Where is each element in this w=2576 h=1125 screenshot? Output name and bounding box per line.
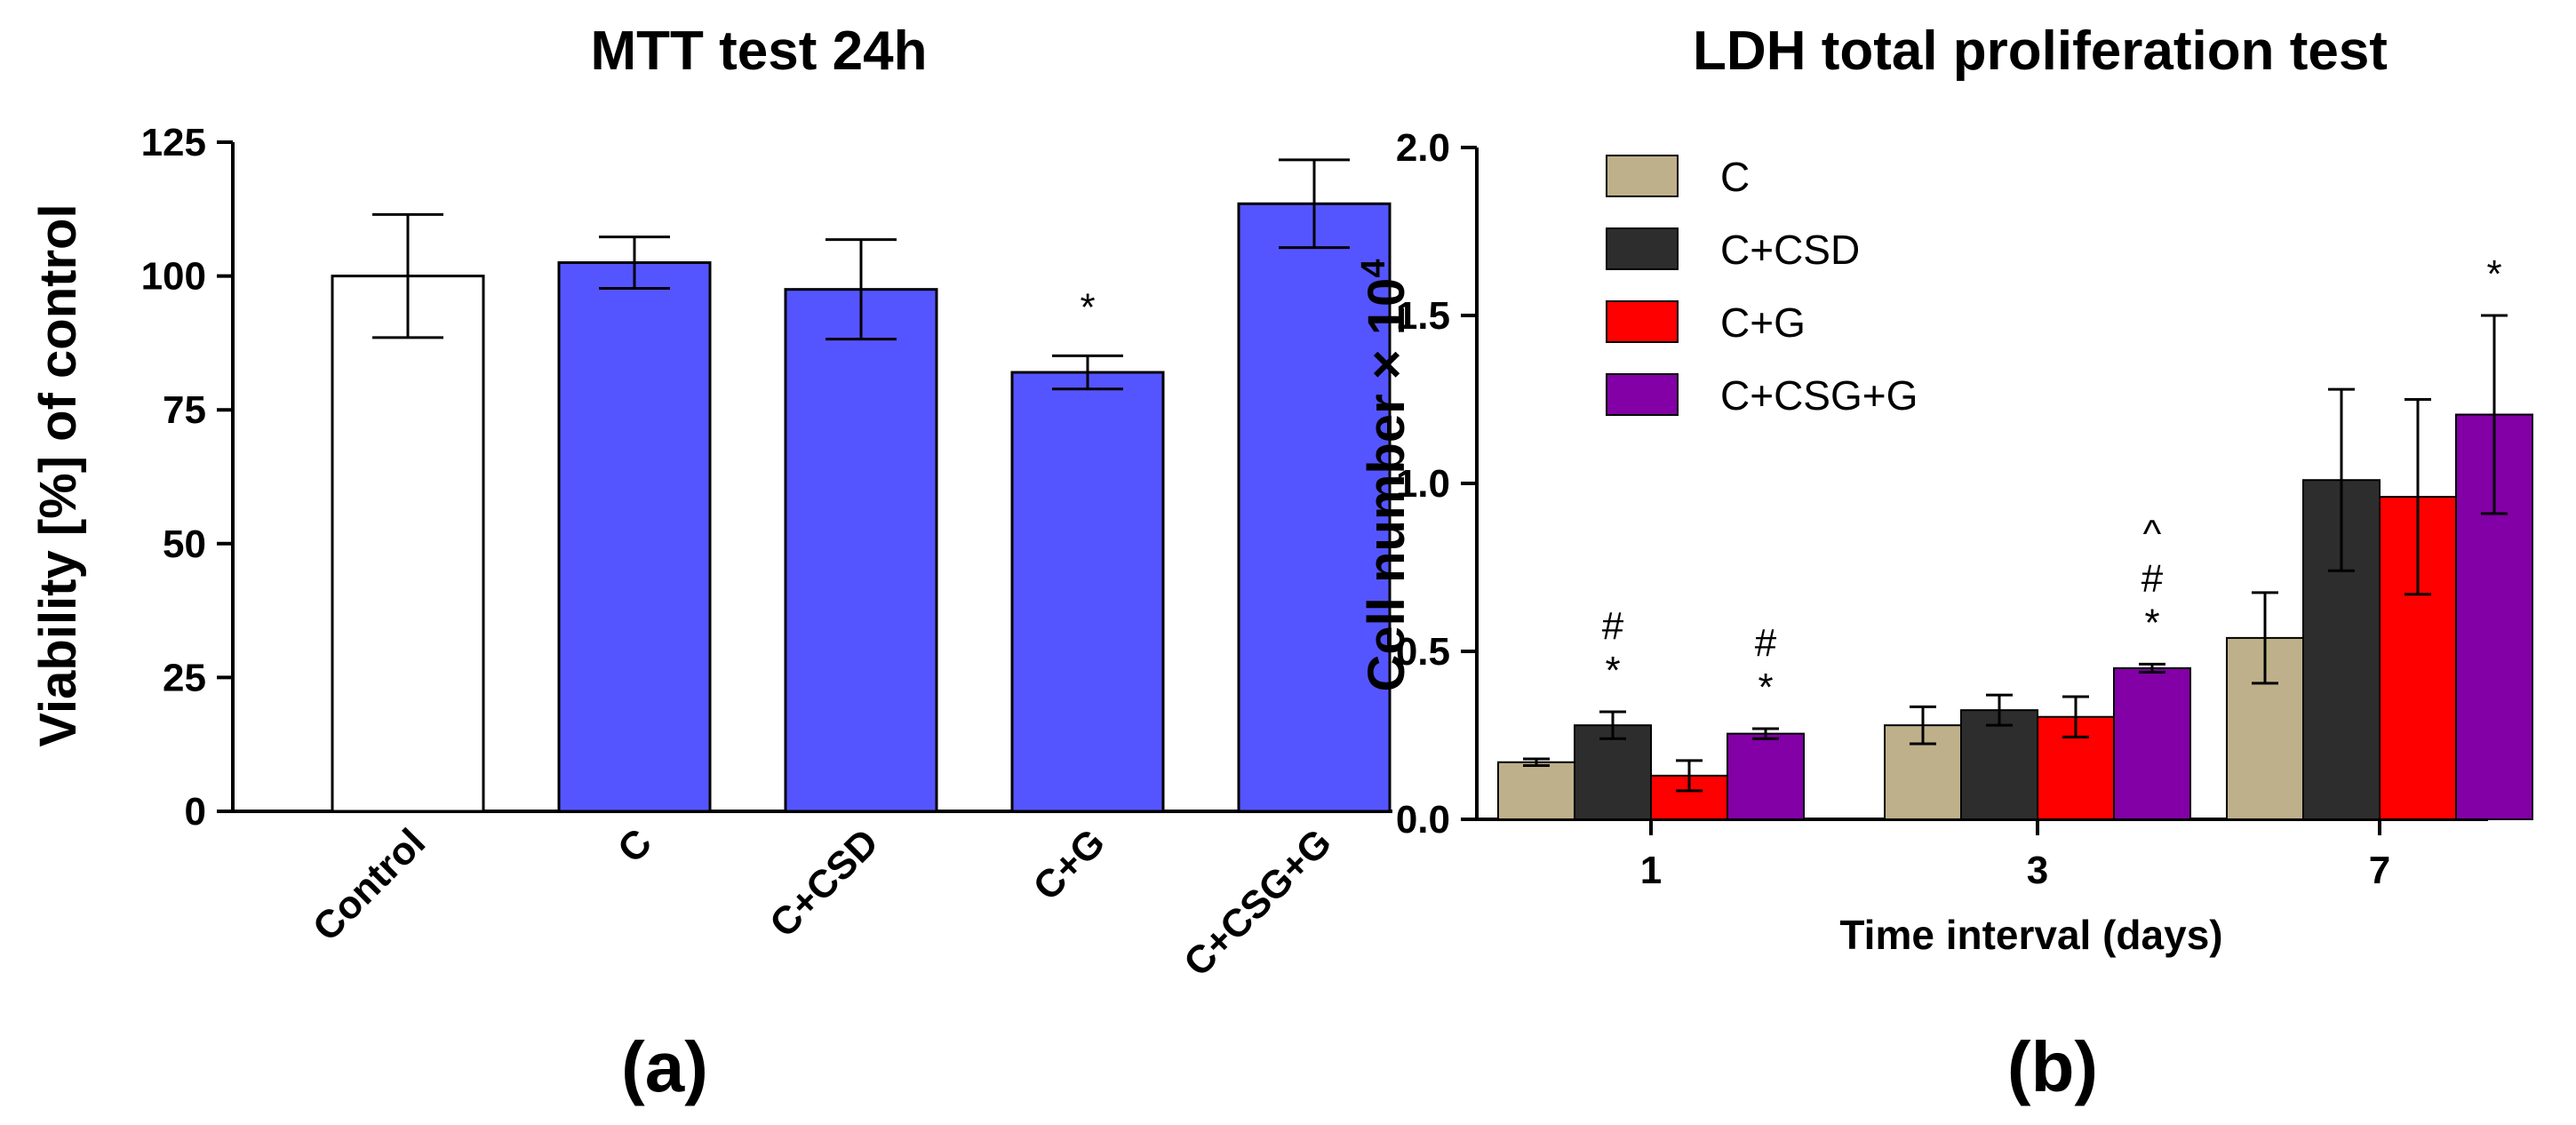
chart-a-category-label: C+CSD bbox=[762, 820, 887, 945]
chart-b-error-bar bbox=[1676, 759, 1703, 793]
chart-b-y-tick-label: 1.0 bbox=[1396, 462, 1450, 506]
chart-a-y-tick-label: 125 bbox=[141, 121, 206, 164]
chart-b-error-bar bbox=[2139, 662, 2165, 674]
chart-b-y-tick-label: 2.0 bbox=[1396, 126, 1450, 170]
chart-a-axes: 0 25 50 75 100 125 bbox=[141, 121, 1392, 834]
legend-swatch-c bbox=[1606, 155, 1679, 197]
legend-label: C+CSD bbox=[1720, 227, 1860, 273]
chart-b-y-tick-label: 0.0 bbox=[1396, 798, 1450, 842]
chart-b-error-bar bbox=[2481, 314, 2508, 515]
legend-swatch-c-csg-g bbox=[1606, 373, 1679, 416]
chart-a-bar-control bbox=[331, 275, 485, 813]
chart-a-significance-marker: * bbox=[1080, 285, 1095, 329]
chart-a-y-axis-title: Viability [%] of control bbox=[29, 203, 87, 746]
chart-b-error-bar bbox=[1910, 705, 1936, 746]
chart-a-category-label: Control bbox=[305, 820, 434, 949]
chart-b-error-bar bbox=[2252, 591, 2278, 685]
chart-b-legend: C C+CSD C+G C+CSG+G bbox=[1606, 154, 1918, 419]
chart-b-significance-marker: * bbox=[2486, 252, 2501, 296]
panel-a-label: (a) bbox=[621, 1027, 708, 1106]
chart-b-y-axis-title-main: Cell number × 10 bbox=[1358, 278, 1416, 692]
chart-b-error-bar bbox=[1752, 727, 1779, 740]
legend-swatch-c-g bbox=[1606, 300, 1679, 343]
chart-a-error-bar bbox=[372, 212, 443, 339]
chart-b-bar-c-csg-g-day-1 bbox=[1727, 732, 1805, 820]
chart-b-title: LDH total proliferation test bbox=[1693, 20, 2388, 82]
chart-b-bar-c-csd-day-1 bbox=[1574, 724, 1652, 820]
chart-b-significance-marker: ^ # * bbox=[2141, 512, 2164, 644]
chart-a-y-tick-label: 100 bbox=[141, 255, 206, 299]
chart-b-y-axis-title: Cell number × 104 bbox=[1355, 259, 1416, 692]
chart-b-error-bar bbox=[2405, 398, 2431, 596]
chart-a-y-tick-label: 50 bbox=[163, 523, 206, 566]
chart-b-error-bar bbox=[1599, 710, 1626, 740]
chart-b-bars: # * # * ^ # * * bbox=[1497, 252, 2533, 821]
legend-label: C+G bbox=[1720, 299, 1806, 346]
chart-a-y-tick-label: 25 bbox=[163, 656, 206, 699]
chart-b-y-tick-label: 0.5 bbox=[1396, 630, 1450, 674]
legend-swatch-c-csd bbox=[1606, 227, 1679, 270]
chart-b-x-tick-label: 3 bbox=[2027, 849, 2048, 892]
legend-label: C bbox=[1720, 154, 1750, 200]
chart-a-title: MTT test 24h bbox=[591, 20, 928, 82]
chart-a-error-bar bbox=[1052, 354, 1123, 391]
chart-b-y-axis-title-exponent: 4 bbox=[1355, 259, 1392, 278]
chart-a-error-bar bbox=[825, 238, 897, 341]
panel-b-label: (b) bbox=[2007, 1027, 2098, 1106]
chart-a-bars: * bbox=[331, 158, 1392, 813]
chart-a-bar-c-csg-g bbox=[1237, 202, 1392, 813]
chart-b-error-bar bbox=[1523, 757, 1550, 768]
chart-a-bar-c bbox=[557, 261, 712, 813]
chart-b-y-tick-label: 1.5 bbox=[1396, 294, 1450, 338]
chart-a-category-label: C+CSG+G bbox=[1176, 820, 1340, 985]
chart-a-bar-c-csd bbox=[784, 288, 938, 813]
chart-b-x-axis-title: Time interval (days) bbox=[1839, 912, 2222, 958]
chart-a-category-label: C bbox=[610, 820, 660, 871]
chart-b-significance-marker: # * bbox=[1755, 621, 1777, 709]
chart-b-error-bar bbox=[1986, 693, 2013, 727]
chart-a-category-label: C+G bbox=[1025, 820, 1113, 908]
chart-a-bar-c-g bbox=[1010, 371, 1165, 813]
chart-b-error-bar bbox=[2062, 695, 2089, 738]
chart-b-significance-marker: # * bbox=[1602, 604, 1624, 692]
chart-b-bar-c-csg-g-day-3 bbox=[2113, 666, 2191, 821]
chart-a-error-bar bbox=[599, 235, 670, 290]
chart-b-error-bar bbox=[2328, 387, 2355, 572]
chart-a-error-bar bbox=[1279, 158, 1350, 250]
chart-b-bar-c-day-1 bbox=[1497, 761, 1575, 820]
chart-a-y-tick-label: 0 bbox=[185, 790, 206, 834]
legend-label: C+CSG+G bbox=[1720, 372, 1918, 419]
chart-b-x-tick-label: 1 bbox=[1640, 849, 1662, 892]
chart-a-y-tick-label: 75 bbox=[163, 388, 206, 432]
panel-b: LDH total proliferation test Cell number… bbox=[1355, 20, 2533, 1106]
panel-a: MTT test 24h Viability [%] of control 0 2… bbox=[29, 20, 1392, 1106]
chart-b-bar-c-csd-day-3 bbox=[1960, 709, 2038, 821]
chart-a-category-labels: Control C C+CSD C+G C+CSG+G bbox=[305, 820, 1340, 985]
chart-b-x-tick-label: 7 bbox=[2369, 849, 2390, 892]
